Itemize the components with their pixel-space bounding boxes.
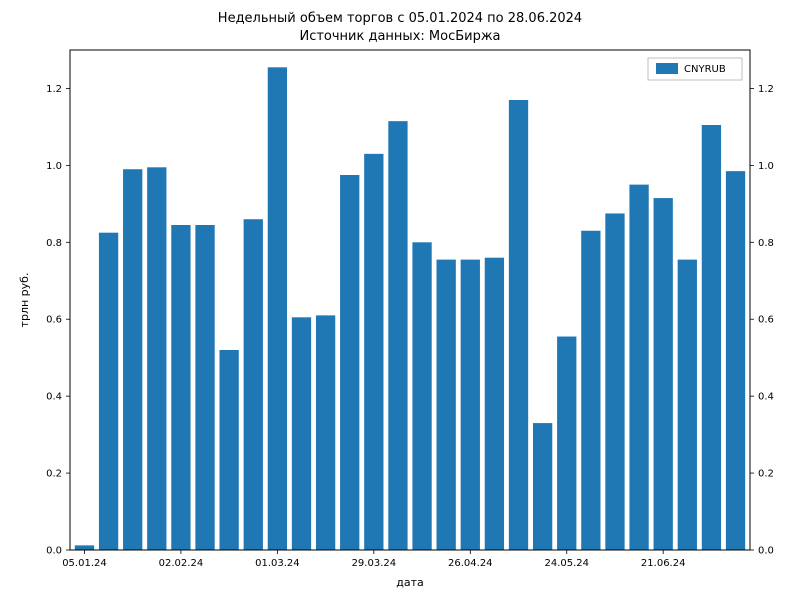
ytick-label-right: 0.2 <box>758 469 774 480</box>
bar <box>388 121 407 550</box>
bar <box>629 185 648 550</box>
ytick-label-left: 0.4 <box>46 392 62 403</box>
ytick-label-right: 0.0 <box>758 546 774 557</box>
xtick-label: 29.03.24 <box>352 558 397 569</box>
bar <box>654 198 673 550</box>
bar <box>581 231 600 550</box>
bar <box>678 260 697 550</box>
bar <box>316 315 335 550</box>
bar <box>244 219 263 550</box>
xtick-label: 05.01.24 <box>62 558 107 569</box>
y-axis-label: трлн руб. <box>18 273 31 328</box>
bar <box>195 225 214 550</box>
xtick-label: 02.02.24 <box>159 558 204 569</box>
xtick-label: 26.04.24 <box>448 558 493 569</box>
bar <box>533 423 552 550</box>
bar <box>509 100 528 550</box>
xtick-label: 24.05.24 <box>544 558 589 569</box>
bar <box>412 242 431 550</box>
bar <box>340 175 359 550</box>
ytick-label-left: 1.0 <box>46 161 62 172</box>
bar <box>437 260 456 550</box>
bar-chart: 0.0 0.0 0.2 0.2 0.4 0.4 0.6 0.6 0.8 0.8 1.0 1.0 1.2 1… <box>0 0 800 600</box>
x-axis-label: дата <box>396 576 424 589</box>
bar <box>702 125 721 550</box>
legend-swatch <box>656 63 678 74</box>
bar <box>75 545 94 550</box>
xtick-label: 21.06.24 <box>641 558 686 569</box>
ytick-label-right: 0.8 <box>758 238 774 249</box>
bar <box>99 233 118 550</box>
ytick-label-right: 0.6 <box>758 315 774 326</box>
ytick-label-left: 0.8 <box>46 238 62 249</box>
ytick-label-right: 1.0 <box>758 161 774 172</box>
chart-title-line2: Источник данных: МосБиржа <box>299 29 500 44</box>
ytick-label-left: 0.6 <box>46 315 62 326</box>
legend-label: CNYRUB <box>684 64 726 75</box>
ytick-label-right: 0.4 <box>758 392 774 403</box>
bar <box>605 213 624 550</box>
xtick-label: 01.03.24 <box>255 558 300 569</box>
bar <box>268 67 287 550</box>
bar <box>364 154 383 550</box>
bar <box>726 171 745 550</box>
bar <box>147 167 166 550</box>
bar <box>220 350 239 550</box>
bar <box>557 337 576 550</box>
ytick-label-right: 1.2 <box>758 84 774 95</box>
ytick-label-left: 0.2 <box>46 469 62 480</box>
bar <box>461 260 480 550</box>
ytick-label-left: 1.2 <box>46 84 62 95</box>
chart-title-line1: Недельный объем торгов с 05.01.2024 по 2… <box>218 11 582 26</box>
ytick-label-left: 0.0 <box>46 546 62 557</box>
bar <box>292 317 311 550</box>
bar <box>485 258 504 550</box>
bar <box>123 169 142 550</box>
bar <box>171 225 190 550</box>
